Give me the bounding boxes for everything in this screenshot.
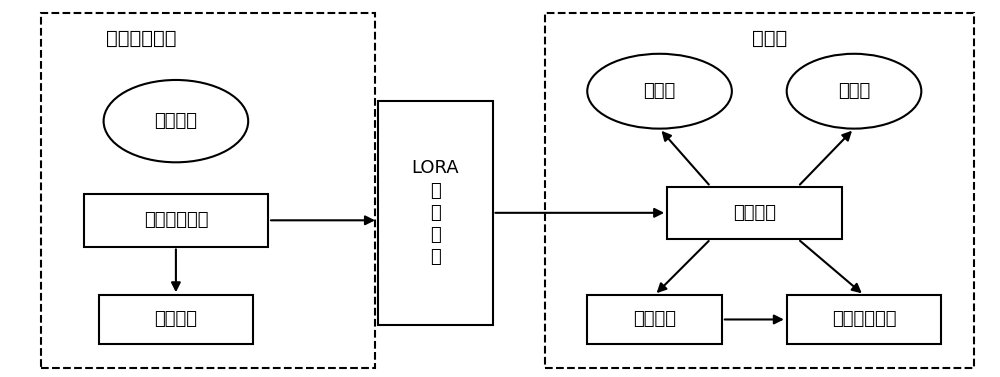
Text: 存储模块: 存储模块 <box>633 311 676 328</box>
Bar <box>378 101 493 325</box>
Bar <box>84 194 268 247</box>
Bar <box>667 187 842 239</box>
Ellipse shape <box>787 54 921 129</box>
Text: 设备本体: 设备本体 <box>154 112 197 130</box>
Text: 控制模块: 控制模块 <box>733 204 776 222</box>
Text: 气体检测设备: 气体检测设备 <box>106 29 176 48</box>
Bar <box>545 12 974 368</box>
Text: 显示模块: 显示模块 <box>154 311 197 328</box>
Text: 数据比对模块: 数据比对模块 <box>832 311 896 328</box>
Text: LORA
通
讯
模
块: LORA 通 讯 模 块 <box>411 159 459 266</box>
Text: 报警器: 报警器 <box>838 82 870 100</box>
Bar <box>41 12 375 368</box>
Text: 显示器: 显示器 <box>643 82 676 100</box>
Text: 上位机: 上位机 <box>752 29 787 48</box>
Ellipse shape <box>587 54 732 129</box>
Text: 气体检测模块: 气体检测模块 <box>144 211 208 229</box>
Bar <box>99 295 253 344</box>
Bar <box>787 295 941 344</box>
Bar <box>587 295 722 344</box>
Ellipse shape <box>104 80 248 162</box>
